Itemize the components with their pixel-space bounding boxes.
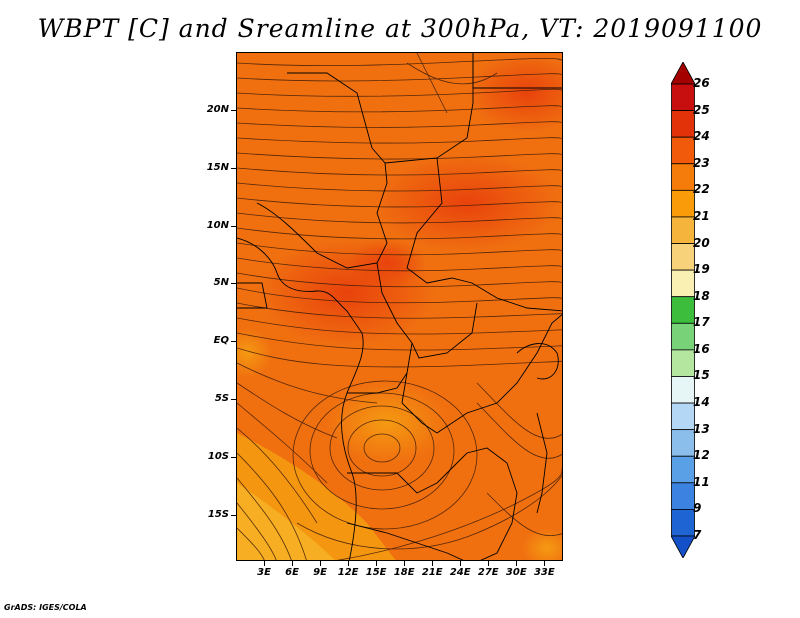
- lat-tick: [231, 456, 236, 458]
- field-cool-se: [522, 528, 562, 560]
- lat-label: 5N: [213, 277, 229, 289]
- colorbar-top-arrow: [671, 62, 695, 85]
- colorbar-label: 16: [693, 341, 710, 356]
- lon-tick: [488, 561, 490, 566]
- colorbar-bottom-arrow: [671, 535, 695, 558]
- lon-tick: [376, 561, 378, 566]
- colorbar-label: 13: [693, 421, 710, 436]
- lat-label: 5S: [214, 393, 229, 405]
- colorbar-label: 9: [693, 501, 702, 516]
- colorbar-segment: [671, 269, 695, 298]
- colorbar-segment: [671, 455, 695, 484]
- lon-tick: [348, 561, 350, 566]
- colorbar-label: 12: [693, 448, 710, 463]
- field-warm-center: [347, 238, 427, 288]
- map-panel: [236, 52, 563, 561]
- colorbar-segment: [671, 402, 695, 431]
- lat-tick: [231, 341, 236, 343]
- lon-tick: [292, 561, 294, 566]
- lat-label: 15S: [207, 508, 229, 520]
- colorbar-segment: [671, 482, 695, 510]
- lon-label: 21E: [421, 567, 443, 578]
- field-warm-ne: [467, 53, 562, 133]
- field-cool-sw2: [237, 483, 335, 560]
- colorbar-segment: [671, 189, 695, 218]
- lon-tick: [404, 561, 406, 566]
- map-field: [237, 53, 562, 560]
- colorbar-label: 26: [693, 76, 710, 90]
- colorbar-label: 20: [693, 235, 710, 250]
- lat-tick: [231, 167, 236, 169]
- lat-label: EQ: [213, 335, 229, 347]
- colorbar-label: 21: [693, 208, 710, 223]
- lat-label: 10S: [207, 450, 229, 462]
- lon-label: 12E: [337, 567, 359, 578]
- colorbar-label: 24: [693, 129, 710, 144]
- colorbar-segment: [671, 83, 695, 111]
- lon-tick: [460, 561, 462, 566]
- lon-label: 6E: [285, 567, 299, 578]
- colorbar-segment: [671, 136, 695, 165]
- streamlines: [237, 53, 562, 560]
- lat-tick: [231, 399, 236, 401]
- lat-tick: [231, 514, 236, 516]
- colorbar-segment: [671, 110, 695, 138]
- colorbar-segment: [671, 163, 695, 191]
- lon-tick: [264, 561, 266, 566]
- colorbar-label: 17: [693, 315, 710, 330]
- lon-label: 15E: [365, 567, 387, 578]
- colorbar-label: 18: [693, 288, 710, 303]
- lon-label: 3E: [257, 567, 271, 578]
- plot-title: WBPT [C] and Sreamline at 300hPa, VT: 20…: [37, 14, 763, 43]
- footer-credit: GrADS: IGES/COLA: [4, 603, 87, 612]
- lat-tick: [231, 225, 236, 227]
- colorbar: [671, 62, 695, 558]
- colorbar-segment: [671, 376, 695, 404]
- lon-label: 18E: [393, 567, 415, 578]
- lon-label: 27E: [477, 567, 499, 578]
- borders: [237, 53, 562, 560]
- lon-label: 30E: [505, 567, 527, 578]
- colorbar-label: 19: [693, 262, 710, 277]
- lat-label: 15N: [206, 161, 229, 173]
- lon-label: 24E: [449, 567, 471, 578]
- colorbar-label: 15: [693, 368, 710, 383]
- lat-label: 10N: [206, 219, 229, 231]
- colorbar-label: 14: [693, 395, 710, 410]
- lat-tick: [231, 283, 236, 285]
- colorbar-segment: [671, 216, 695, 244]
- colorbar-segment: [671, 509, 695, 537]
- colorbar-segment: [671, 429, 695, 457]
- colorbar-label: 22: [693, 182, 710, 197]
- lon-label: 33E: [533, 567, 555, 578]
- lon-label: 9E: [313, 567, 327, 578]
- field-cool-center: [327, 383, 447, 463]
- colorbar-label: 25: [693, 102, 710, 117]
- lon-tick: [432, 561, 434, 566]
- colorbar-label: 7: [693, 528, 702, 542]
- colorbar-segment: [671, 322, 695, 351]
- colorbar-label: 11: [693, 474, 710, 489]
- colorbar-segment: [671, 296, 695, 324]
- lon-tick: [320, 561, 322, 566]
- lat-tick: [231, 109, 236, 111]
- colorbar-label: 23: [693, 155, 710, 170]
- lon-tick: [516, 561, 518, 566]
- field-warm-north: [372, 153, 562, 253]
- lon-tick: [544, 561, 546, 566]
- lat-label: 20N: [206, 103, 229, 115]
- colorbar-segment: [671, 243, 695, 271]
- colorbar-segment: [671, 349, 695, 377]
